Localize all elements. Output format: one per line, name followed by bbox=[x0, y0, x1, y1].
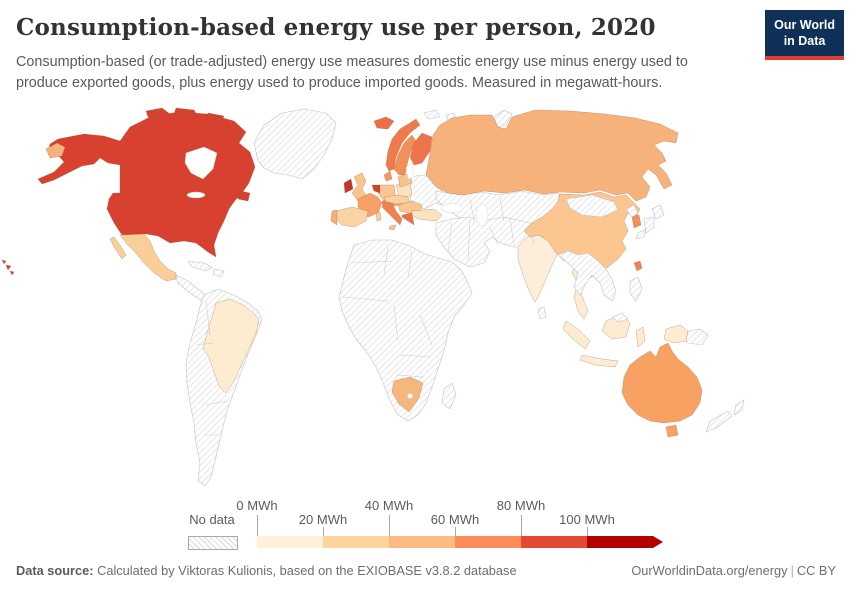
legend-tick bbox=[455, 527, 456, 536]
black-sea bbox=[440, 203, 464, 213]
data-source-label: Data source: bbox=[16, 563, 94, 578]
map-region-mainland-se-asia[interactable] bbox=[557, 250, 617, 302]
caspian-sea bbox=[475, 203, 489, 227]
legend-tick-label: 60 MWh bbox=[430, 512, 480, 527]
map-region-new-zealand[interactable] bbox=[705, 399, 745, 433]
map-region-portugal[interactable] bbox=[330, 209, 338, 226]
lesotho-enclave bbox=[407, 393, 413, 399]
legend-color-step bbox=[455, 536, 521, 548]
legend-tick bbox=[521, 515, 522, 536]
map-region-belgium-netherlands[interactable] bbox=[371, 184, 381, 194]
map-region-papua-new-guinea[interactable] bbox=[685, 328, 709, 346]
page-title: Consumption-based energy use per person,… bbox=[16, 14, 656, 41]
map-region-italy[interactable] bbox=[381, 202, 403, 226]
map-region-indonesian-papua[interactable] bbox=[663, 324, 689, 344]
legend-color-step bbox=[257, 536, 323, 548]
baltic-sea bbox=[405, 162, 415, 180]
legend-arrow bbox=[653, 536, 663, 548]
map-region-south-africa[interactable] bbox=[391, 376, 424, 413]
legend-color-step bbox=[587, 536, 653, 548]
legend-tick-label: 0 MWh bbox=[236, 498, 278, 513]
legend-tick bbox=[323, 527, 324, 536]
map-region-iceland[interactable] bbox=[373, 116, 395, 130]
map-region-ireland[interactable] bbox=[343, 178, 354, 194]
map-legend: No data 0 MWh 20 MWh 40 MWh 60 MWh 80 MW… bbox=[0, 497, 850, 557]
chart-subtitle: Consumption-based (or trade-adjusted) en… bbox=[16, 54, 688, 91]
legend-tick-label: 40 MWh bbox=[364, 498, 414, 513]
great-lakes bbox=[186, 191, 206, 199]
map-region-central-america[interactable] bbox=[175, 274, 207, 302]
map-region-turkey[interactable] bbox=[411, 208, 443, 222]
map-region-brazil[interactable] bbox=[202, 298, 260, 394]
chart-footer: Data source: Calculated by Viktoras Kuli… bbox=[16, 563, 836, 578]
hudson-bay bbox=[184, 146, 218, 180]
license-link[interactable]: CC BY bbox=[796, 563, 836, 578]
map-region-sardinia[interactable] bbox=[375, 211, 382, 222]
map-region-japan[interactable] bbox=[635, 204, 665, 240]
data-source-text: Calculated by Viktoras Kulionis, based o… bbox=[93, 563, 517, 578]
map-region-finland[interactable] bbox=[409, 132, 433, 166]
footer-separator: | bbox=[790, 563, 794, 578]
map-region-greenland[interactable] bbox=[253, 108, 337, 180]
map-region-spain[interactable] bbox=[333, 206, 369, 228]
map-region-sicily[interactable] bbox=[388, 224, 397, 231]
legend-tick bbox=[587, 527, 588, 536]
legend-tick-label: 80 MWh bbox=[496, 498, 546, 513]
map-region-indonesia[interactable] bbox=[562, 314, 646, 368]
map-region-mongolia[interactable] bbox=[565, 194, 619, 218]
legend-tick-label: 20 MWh bbox=[298, 512, 348, 527]
owid-logo: Our World in Data bbox=[765, 10, 844, 60]
map-region-philippines[interactable] bbox=[629, 276, 643, 302]
logo-line1: Our World bbox=[774, 18, 835, 32]
map-region-north-borneo[interactable] bbox=[611, 312, 629, 323]
legend-color-step bbox=[389, 536, 455, 548]
map-region-hispaniola[interactable] bbox=[212, 268, 225, 278]
legend-tick bbox=[257, 515, 258, 536]
map-region-south-korea[interactable] bbox=[631, 214, 642, 229]
map-region-denmark[interactable] bbox=[383, 170, 393, 182]
map-region-australia[interactable] bbox=[621, 342, 703, 438]
data-source-note: Data source: Calculated by Viktoras Kuli… bbox=[16, 563, 517, 578]
country-borders bbox=[195, 196, 535, 436]
map-region-sri-lanka[interactable] bbox=[537, 306, 547, 320]
legend-color-step bbox=[521, 536, 587, 548]
map-region-taiwan[interactable] bbox=[633, 260, 643, 272]
map-region-greece[interactable] bbox=[401, 212, 415, 226]
map-region-madagascar[interactable] bbox=[441, 382, 457, 410]
legend-tick-label: 100 MWh bbox=[559, 512, 615, 527]
map-region-mexico[interactable] bbox=[109, 233, 177, 282]
map-region-cuba[interactable] bbox=[187, 260, 213, 272]
legend-tick bbox=[389, 515, 390, 536]
legend-no-data-label: No data bbox=[189, 512, 235, 527]
map-region-africa[interactable] bbox=[338, 239, 473, 422]
world-choropleth-map bbox=[1, 107, 745, 487]
legend-color-bar[interactable] bbox=[257, 536, 663, 548]
legend-no-data-swatch[interactable] bbox=[188, 536, 238, 550]
map-region-north-korea[interactable] bbox=[625, 204, 639, 218]
map-region-middle-east[interactable] bbox=[435, 216, 549, 268]
legend-color-step bbox=[323, 536, 389, 548]
logo-line2: in Data bbox=[783, 34, 826, 49]
map-region-hawaii[interactable] bbox=[1, 259, 15, 276]
footer-links: OurWorldinData.org/energy | CC BY bbox=[631, 563, 836, 578]
map-region-russia[interactable] bbox=[45, 109, 679, 202]
site-link[interactable]: OurWorldinData.org/energy bbox=[631, 563, 788, 578]
